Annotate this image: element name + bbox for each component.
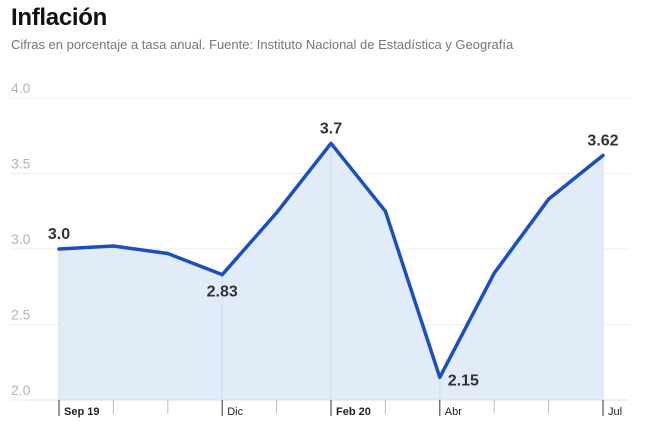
y-tick-label: 3.0 bbox=[11, 231, 31, 247]
series-line bbox=[57, 141, 605, 380]
y-tick-label: 2.5 bbox=[11, 307, 31, 323]
chart-subtitle: Cifras en porcentaje a tasa anual. Fuent… bbox=[11, 37, 514, 52]
x-tick-label: Feb 20 bbox=[336, 406, 371, 418]
data-label: 3.0 bbox=[48, 226, 70, 243]
x-tick-label: Abr bbox=[445, 406, 462, 418]
y-tick-label: 3.5 bbox=[11, 156, 31, 172]
x-tick-label: Jul bbox=[608, 406, 622, 418]
data-label: 3.7 bbox=[320, 120, 342, 137]
data-label: 2.15 bbox=[448, 372, 479, 389]
y-tick-label: 2.0 bbox=[11, 382, 31, 398]
y-tick-label: 4.0 bbox=[11, 80, 31, 96]
data-label: 3.62 bbox=[587, 132, 618, 149]
chart-title: Inflación bbox=[11, 4, 107, 31]
x-tick-label: Dic bbox=[227, 406, 243, 418]
data-label: 2.83 bbox=[207, 284, 238, 301]
x-tick-label: Sep 19 bbox=[64, 406, 99, 418]
